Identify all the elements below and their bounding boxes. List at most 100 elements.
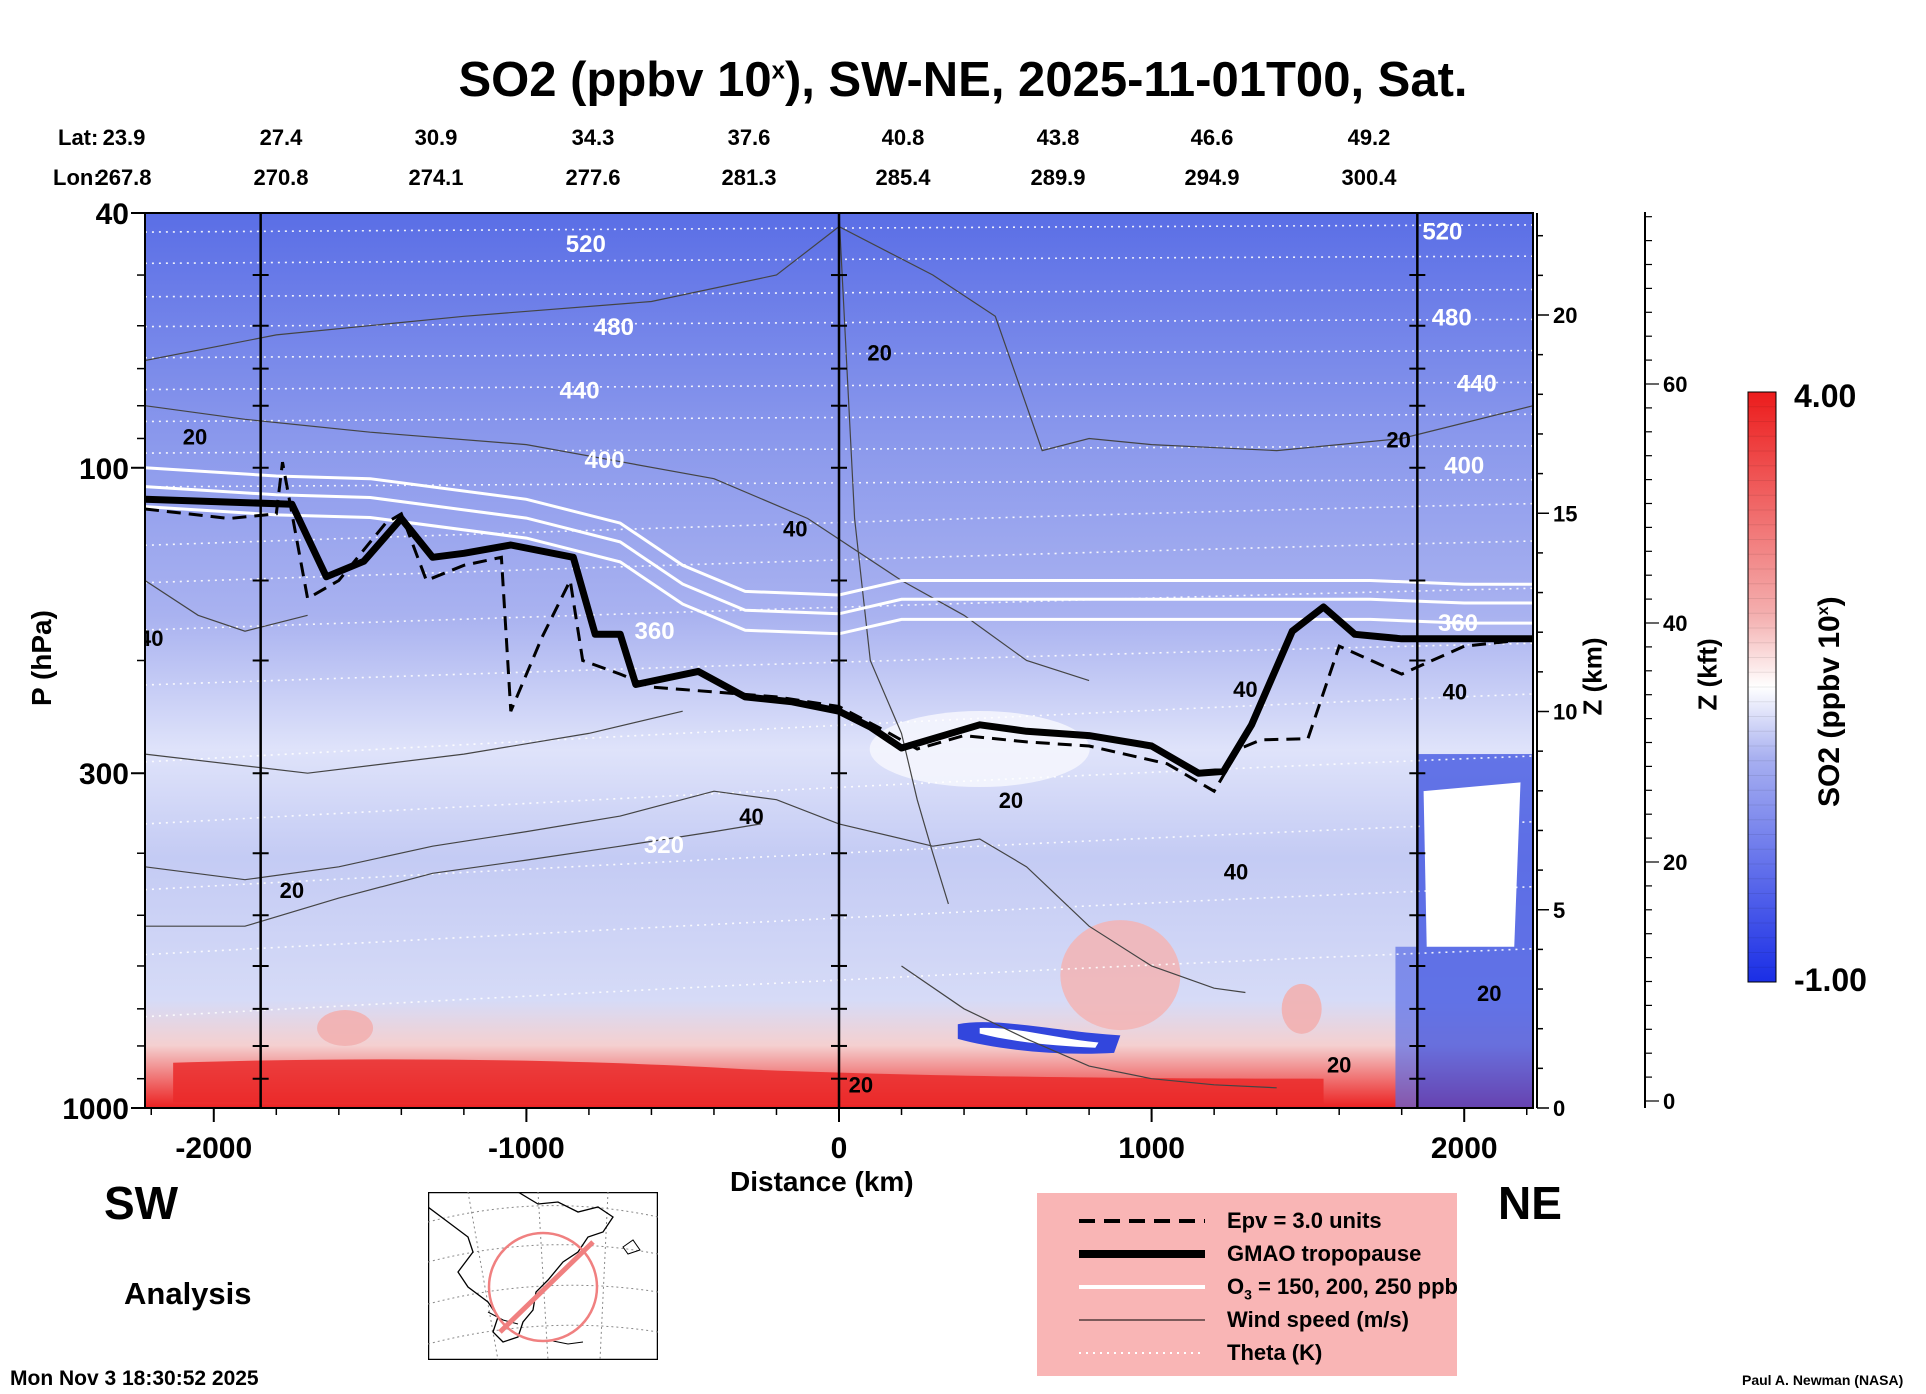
- lat-label: Lat:: [58, 125, 99, 150]
- theta-label: 440: [1457, 370, 1497, 397]
- y-tick-label: 100: [79, 453, 129, 486]
- x-tick-label: 1000: [1118, 1132, 1185, 1165]
- x-tick-label: -2000: [175, 1132, 252, 1165]
- y-tick-label: 300: [79, 758, 129, 791]
- wind-label: 40: [139, 626, 163, 651]
- x-tick-label: 0: [831, 1132, 848, 1165]
- lon-value: 277.6: [565, 165, 621, 190]
- z-km-tick-label: 10: [1553, 700, 1577, 725]
- lat-value: 30.9: [414, 125, 458, 150]
- lon-value: 285.4: [875, 165, 931, 190]
- wind-label: 20: [999, 788, 1023, 813]
- wind-line: [145, 790, 1246, 994]
- inset-map: [428, 1192, 658, 1360]
- x-tick-label: 2000: [1431, 1132, 1498, 1165]
- lon-value: 294.9: [1184, 165, 1240, 190]
- z-km-label: Z (km): [1577, 637, 1608, 716]
- theta-label: 400: [585, 447, 625, 474]
- z-kft-tick-label: 60: [1663, 372, 1687, 397]
- o3-contour: [145, 485, 1533, 616]
- ne-label: NE: [1498, 1177, 1562, 1229]
- lon-value: 281.3: [721, 165, 777, 190]
- so2-surface-high: [173, 1059, 1324, 1104]
- legend: Epv = 3.0 units GMAO tropopause O3 = 150, …: [1037, 1193, 1458, 1376]
- theta-label: 480: [594, 314, 634, 341]
- y-tick-label: 1000: [62, 1093, 129, 1126]
- wind-line: [838, 213, 949, 905]
- colorbar-max-label: 4.00: [1794, 378, 1857, 414]
- sw-label: SW: [104, 1177, 179, 1229]
- lon-value: 289.9: [1030, 165, 1086, 190]
- z-km-tick-label: 5: [1553, 898, 1565, 923]
- legend-label: Theta (K): [1227, 1340, 1323, 1365]
- lat-value: 40.8: [881, 125, 925, 150]
- theta-label: 520: [1422, 219, 1462, 246]
- wind-label: 20: [1477, 981, 1501, 1006]
- wind-line: [145, 710, 683, 774]
- wind-label: 40: [739, 804, 763, 829]
- wind-line: [145, 579, 308, 632]
- lat-value: 27.4: [259, 125, 303, 150]
- lat-value: 34.3: [571, 125, 615, 150]
- wind-line: [145, 405, 1090, 682]
- lat-value: 23.9: [102, 125, 146, 150]
- chart-title: SO2 (ppbv 10x), SW-NE, 2025-11-01T00, Sa…: [458, 53, 1468, 107]
- theta-label: 520: [566, 231, 606, 258]
- credit: Paul A. Newman (NASA): [1742, 1372, 1904, 1388]
- theta-label: 360: [1438, 610, 1478, 637]
- lon-value: 274.1: [408, 165, 464, 190]
- legend-label: Wind speed (m/s): [1227, 1307, 1409, 1332]
- legend-label: O3 = 150, 200, 250 ppb: [1227, 1274, 1458, 1303]
- tropopause-line: [145, 495, 1533, 777]
- wind-label: 40: [1443, 679, 1467, 704]
- wind-line: [145, 225, 1533, 452]
- theta-label: 480: [1432, 305, 1472, 332]
- lon-label: Lon:: [53, 165, 101, 190]
- colorbar: [1747, 391, 1777, 983]
- lon-value: 300.4: [1341, 165, 1397, 190]
- analysis-label: Analysis: [124, 1276, 252, 1311]
- lon-value: 270.8: [253, 165, 309, 190]
- x-axis-label: Distance (km): [730, 1166, 914, 1197]
- wind-line: [901, 965, 1277, 1089]
- wind-label: 20: [1327, 1052, 1351, 1077]
- z-kft-tick-label: 40: [1663, 611, 1687, 636]
- o3-contour: [145, 466, 1533, 597]
- theta-label: 400: [1444, 452, 1484, 479]
- wind-label: 40: [1233, 677, 1257, 702]
- so2-patch: [1060, 920, 1181, 1031]
- so2-low-column: [1395, 946, 1418, 1108]
- y-axis-label: P (hPa): [26, 610, 57, 706]
- timestamp: Mon Nov 3 18:30:52 2025: [10, 1367, 259, 1390]
- epv-line: [145, 461, 1533, 794]
- wind-label: 20: [867, 341, 891, 366]
- y-tick-label: 40: [96, 198, 129, 231]
- wind-label: 20: [1386, 428, 1410, 453]
- colorbar-label: SO2 (ppbv 10x): [1813, 596, 1846, 807]
- missing-data: [979, 1027, 1099, 1048]
- x-tick-label: -1000: [488, 1132, 565, 1165]
- z-kft-tick-label: 0: [1663, 1089, 1675, 1114]
- missing-data: [1423, 782, 1521, 947]
- theta-label: 440: [560, 378, 600, 405]
- theta-label: 360: [635, 618, 675, 645]
- so2-patch: [1281, 983, 1322, 1034]
- z-km-tick-label: 15: [1553, 501, 1577, 526]
- wind-label: 20: [849, 1072, 873, 1097]
- z-kft-label: Z (kft): [1692, 638, 1723, 711]
- lat-value: 46.6: [1190, 125, 1234, 150]
- legend-label: GMAO tropopause: [1227, 1241, 1422, 1266]
- z-kft-tick-label: 20: [1663, 850, 1687, 875]
- theta-label: 320: [644, 832, 684, 859]
- z-km-tick-label: 20: [1553, 303, 1577, 328]
- lon-value: 267.8: [96, 165, 152, 190]
- wind-label: 20: [183, 425, 207, 450]
- wind-label: 40: [1224, 860, 1248, 885]
- z-km-tick-label: 0: [1553, 1096, 1565, 1121]
- wind-label: 40: [783, 516, 807, 541]
- lat-value: 37.6: [727, 125, 771, 150]
- wind-label: 20: [280, 878, 304, 903]
- lat-value: 49.2: [1347, 125, 1391, 150]
- lat-value: 43.8: [1036, 125, 1080, 150]
